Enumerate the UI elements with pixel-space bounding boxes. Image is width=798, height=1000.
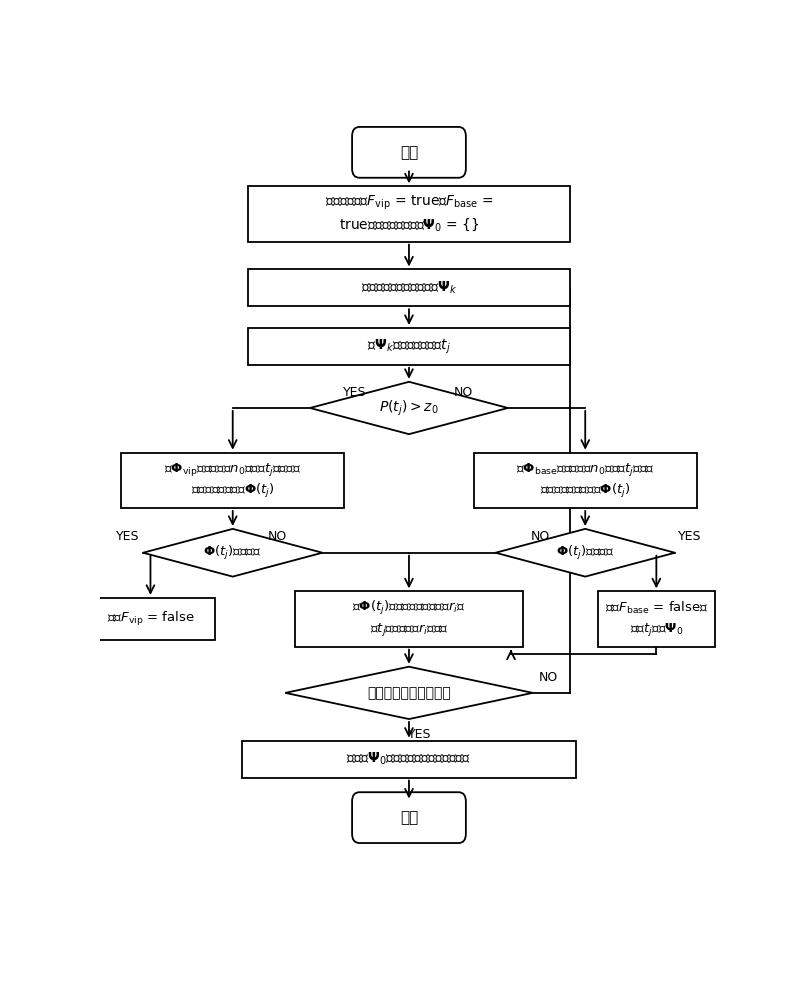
Text: $\boldsymbol{\Phi}(t_j)$是否为空: $\boldsymbol{\Phi}(t_j)$是否为空 <box>203 544 262 562</box>
FancyBboxPatch shape <box>352 127 466 178</box>
Text: 设置$F_\mathrm{vip}$ = false: 设置$F_\mathrm{vip}$ = false <box>107 610 195 628</box>
Bar <box>248 328 570 365</box>
Text: YES: YES <box>409 728 432 741</box>
Text: 源组成备选资源池$\boldsymbol{\Phi}(t_j)$: 源组成备选资源池$\boldsymbol{\Phi}(t_j)$ <box>191 482 275 500</box>
Bar <box>474 453 697 508</box>
Text: 结束: 结束 <box>400 810 418 825</box>
Bar <box>242 741 576 778</box>
Text: 从$\boldsymbol{\Phi}_\mathrm{vip}$中选取至多$n_0$个符合$t_j$条件的资: 从$\boldsymbol{\Phi}_\mathrm{vip}$中选取至多$n… <box>164 461 302 478</box>
Text: 资源组成备选资源池$\boldsymbol{\Phi}(t_j)$: 资源组成备选资源池$\boldsymbol{\Phi}(t_j)$ <box>540 482 630 500</box>
Text: $P(t_j)>z_0$: $P(t_j)>z_0$ <box>379 398 439 418</box>
Text: 从$\boldsymbol{\Phi}_\mathrm{base}$中选取至多$n_0$个符合$t_j$条件的: 从$\boldsymbol{\Phi}_\mathrm{base}$中选取至多$… <box>516 461 654 478</box>
Bar <box>248 186 570 242</box>
Bar <box>85 598 215 640</box>
Text: 开始: 开始 <box>400 145 418 160</box>
Text: 并将$t_j$放入$\boldsymbol{\Psi}_0$: 并将$t_j$放入$\boldsymbol{\Psi}_0$ <box>630 621 683 638</box>
Bar <box>121 453 344 508</box>
Text: YES: YES <box>343 386 366 399</box>
Bar <box>248 269 570 306</box>
Text: 选取一个非空的任务队列$\boldsymbol{\Psi}_k$: 选取一个非空的任务队列$\boldsymbol{\Psi}_k$ <box>361 280 457 296</box>
Polygon shape <box>496 529 675 577</box>
Text: 从$\boldsymbol{\Psi}_k$选取队首的任务$t_j$: 从$\boldsymbol{\Psi}_k$选取队首的任务$t_j$ <box>367 337 451 356</box>
Polygon shape <box>285 667 532 719</box>
Text: 依次将$\boldsymbol{\Psi}_0$中的任务放回到各任务队列: 依次将$\boldsymbol{\Psi}_0$中的任务放回到各任务队列 <box>346 751 472 767</box>
Text: 本调度周期是否时间到: 本调度周期是否时间到 <box>367 686 451 700</box>
Text: NO: NO <box>539 671 558 684</box>
Text: YES: YES <box>117 530 140 544</box>
Text: 从$\boldsymbol{\Phi}(t_j)$中随机选取一个资源$r_i$，: 从$\boldsymbol{\Phi}(t_j)$中随机选取一个资源$r_i$， <box>352 599 466 617</box>
Text: NO: NO <box>268 530 287 544</box>
Text: 设置$F_\mathrm{base}$ = false，: 设置$F_\mathrm{base}$ = false， <box>605 600 708 616</box>
Bar <box>598 591 715 647</box>
Text: NO: NO <box>454 386 473 399</box>
Polygon shape <box>143 529 322 577</box>
Text: 将$t_j$下发到资源$r_i$上执行: 将$t_j$下发到资源$r_i$上执行 <box>369 621 448 638</box>
Text: $\boldsymbol{\Phi}(t_j)$是否为空: $\boldsymbol{\Phi}(t_j)$是否为空 <box>556 544 614 562</box>
Text: 初始化标志位$F_\mathrm{vip}$ = true，$F_\mathrm{base}$ =: 初始化标志位$F_\mathrm{vip}$ = true，$F_\mathrm… <box>325 194 493 212</box>
Text: YES: YES <box>678 530 701 544</box>
Polygon shape <box>310 382 508 434</box>
FancyBboxPatch shape <box>352 792 466 843</box>
Bar <box>294 591 523 647</box>
Text: true，初始化临时队列$\boldsymbol{\Psi}_0$ = {}: true，初始化临时队列$\boldsymbol{\Psi}_0$ = {} <box>338 216 480 233</box>
Text: NO: NO <box>531 530 550 544</box>
